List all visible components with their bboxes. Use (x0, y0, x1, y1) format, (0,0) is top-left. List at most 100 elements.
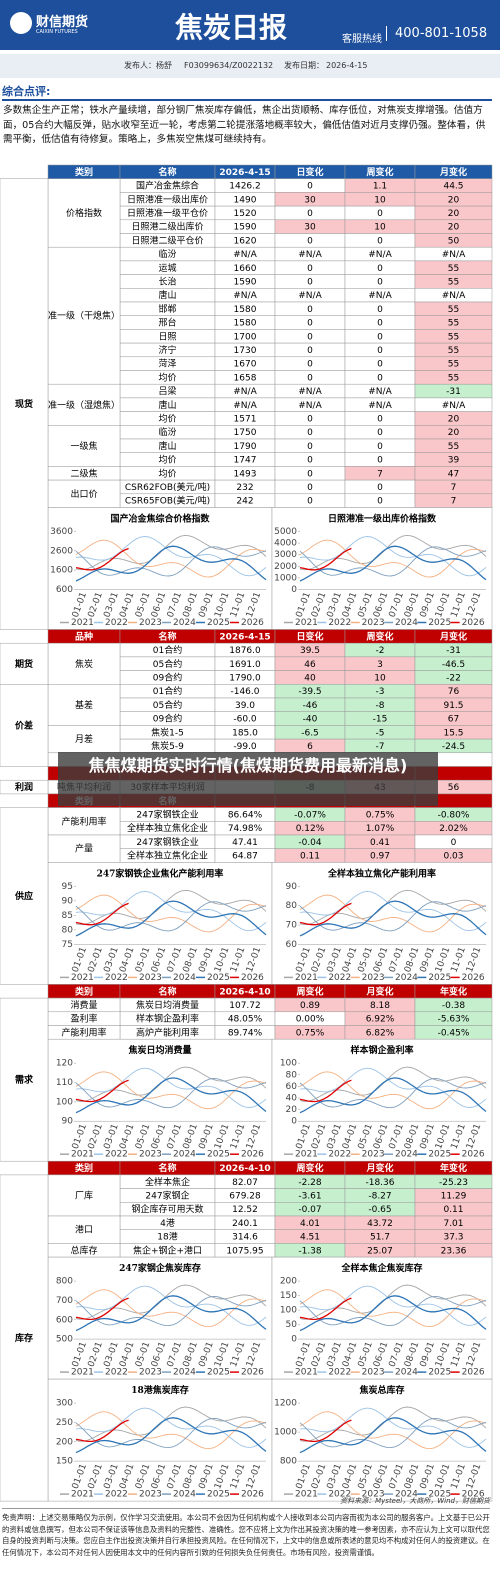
cell-value: 3 (377, 660, 383, 670)
overlay-banner: 焦焦煤期货实时行情(焦煤期货费用最新消息) (58, 752, 438, 806)
header-text: 2026-4-15 (219, 632, 270, 642)
group-label: 基差 (75, 699, 93, 711)
group-label: 产能利用率 (61, 1026, 106, 1038)
group-label: 二级焦 (70, 467, 97, 479)
series-line (299, 1407, 487, 1448)
legend-label: 2024 (173, 973, 196, 983)
cell-value: 30 (304, 195, 316, 205)
cell-value: 30 (304, 223, 316, 233)
series-line (75, 1285, 267, 1326)
cell-value: 0 (307, 236, 313, 246)
disclaimer: 免责声明：上述交易策略仅为示例，仅作学习交流使用。本公司不会因为任何机构或个人接… (2, 1508, 490, 1558)
chart-title: 焦炭总库存 (358, 1384, 404, 1396)
row-name: CSR65FOB(美元/吨) (125, 495, 210, 507)
license: F03099634/Z0022132 (184, 61, 274, 70)
legend-label: 2025 (207, 618, 230, 628)
cell-value: 20 (448, 428, 460, 438)
cell-value: -99.0 (233, 742, 257, 752)
cell-value: -60.0 (233, 715, 257, 725)
group-label: 准一级（湿熄焦） (48, 399, 120, 411)
series-line (75, 536, 267, 577)
series-line (75, 545, 267, 582)
series-line (75, 1078, 267, 1109)
y-tick-label: 1600 (50, 566, 73, 576)
cell-value: 7 (451, 483, 457, 493)
group-label: 港口 (75, 1224, 93, 1236)
cell-value: #N/A (442, 250, 466, 260)
cell-value: 20 (448, 209, 460, 219)
series-line (75, 1417, 267, 1454)
cell-value: -46 (303, 701, 318, 711)
row-name: 01合约 (153, 644, 182, 656)
cell-value: 86.64% (228, 810, 263, 820)
cell-value: 1790.0 (229, 673, 261, 683)
cell-value: 1490 (234, 195, 257, 205)
header-text: 类别 (75, 166, 93, 178)
series-line (299, 902, 352, 926)
cell-value: 20 (448, 414, 460, 424)
chart-title: 日照港准一级出库价格指数 (328, 513, 437, 525)
header-text: 2026-4-15 (219, 168, 270, 178)
cell-value: #N/A (298, 250, 322, 260)
cell-value: -8.27 (368, 1191, 391, 1201)
legend-label: 2023 (139, 1368, 162, 1378)
cell-value: -0.07 (298, 1205, 321, 1215)
series-line (299, 1077, 487, 1114)
cell-value: 15.5 (443, 728, 463, 738)
series-line (299, 1295, 487, 1332)
cell-value: 0 (451, 838, 457, 848)
cell-value: 0.03 (443, 852, 463, 862)
chart-title: 247家钢企焦炭库存 (119, 1262, 201, 1274)
legend-label: 2025 (207, 1368, 230, 1378)
y-tick-label: 0 (291, 1335, 297, 1345)
cell-value: 0 (377, 373, 383, 383)
series-line (299, 536, 487, 577)
series-line (75, 1419, 129, 1443)
cell-value: 10 (374, 223, 386, 233)
series-line (75, 546, 267, 577)
row-name: 焦炭1-5 (151, 726, 184, 738)
header-text: 日变化 (296, 166, 323, 178)
comment-heading: 综合点评: (2, 83, 492, 101)
cell-value: 1426.2 (229, 182, 261, 192)
cell-value: -24.5 (442, 742, 465, 752)
cell-value: 1691.0 (229, 660, 261, 670)
cell-value: #N/A (233, 250, 257, 260)
cell-value: 0 (307, 483, 313, 493)
legend-label: 2023 (362, 1490, 385, 1500)
cell-value: 1590 (234, 277, 257, 287)
cell-value: 10 (374, 673, 386, 683)
chart-panel (47, 1378, 273, 1502)
legend-label: 2025 (428, 618, 451, 628)
cell-value: 39.5 (300, 646, 320, 656)
legend-label: 2021 (295, 1368, 318, 1378)
legend-label: 2023 (139, 973, 162, 983)
row-name: 焦炭5-9 (151, 740, 184, 752)
y-tick-label: 100 (56, 1097, 73, 1107)
chart-panel (271, 1256, 493, 1380)
cell-value: 0.11 (443, 1205, 463, 1215)
group-label: 总库存 (70, 1244, 97, 1256)
cell-value: 0.89 (300, 1001, 320, 1011)
row-name: 邯郸 (158, 303, 176, 315)
y-tick-label: 95 (62, 882, 73, 892)
cell-value: 39.0 (235, 701, 255, 711)
cell-value: 0 (307, 414, 313, 424)
legend-label: 2026 (462, 1490, 485, 1500)
cell-value: 55 (448, 319, 459, 329)
series-line (299, 545, 487, 582)
series-line (299, 1285, 487, 1326)
y-tick-label: 800 (280, 1457, 297, 1467)
cell-value: -0.80% (438, 810, 470, 820)
y-tick-label: 250 (56, 1418, 73, 1428)
logo-icon (10, 12, 32, 34)
cell-value: 0 (307, 264, 313, 274)
cell-value: -7 (376, 742, 385, 752)
cell-value: 1620 (234, 236, 257, 246)
group-label: 月差 (75, 733, 93, 745)
legend-label: 2024 (173, 1490, 196, 1500)
cell-value: 0 (377, 277, 383, 287)
hotline: 400-801-1058 (386, 26, 487, 41)
group-label: 产能利用率 (61, 815, 106, 827)
